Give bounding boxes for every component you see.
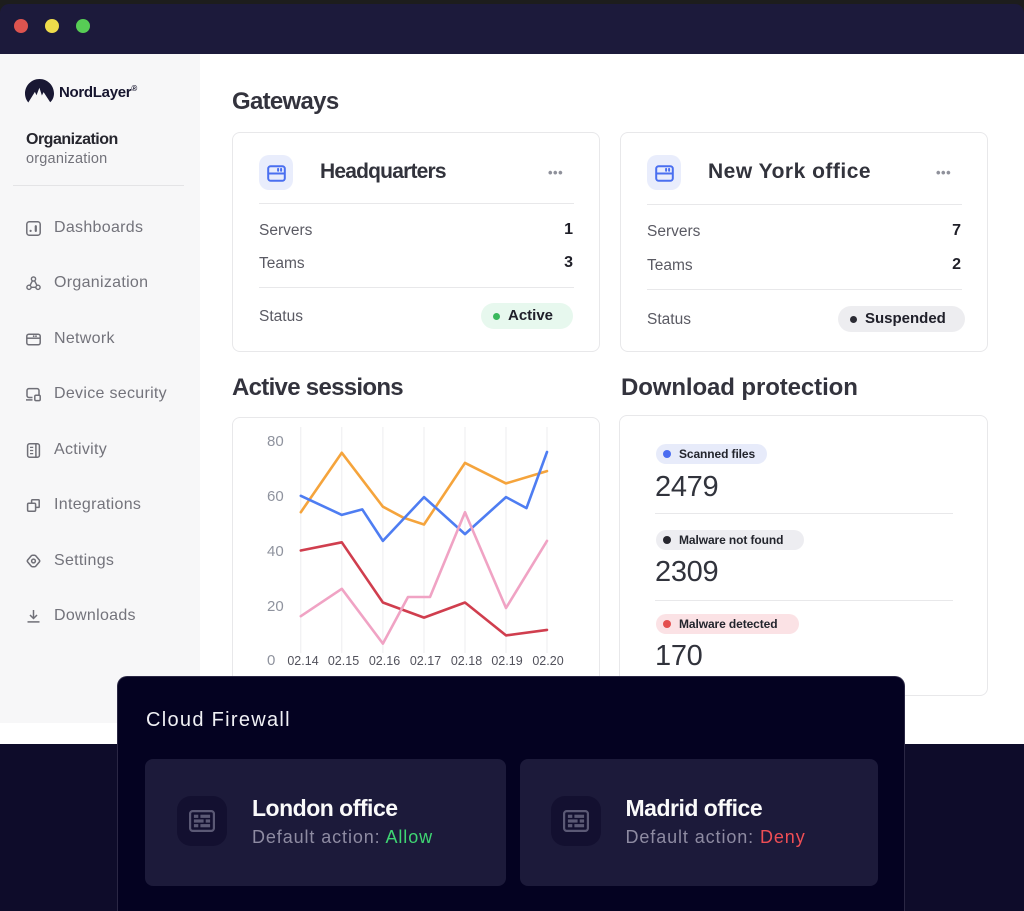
svg-text:0: 0 bbox=[267, 652, 275, 669]
svg-text:02.16: 02.16 bbox=[369, 654, 400, 668]
svg-text:02.14: 02.14 bbox=[287, 654, 318, 668]
svg-text:60: 60 bbox=[267, 488, 284, 505]
svg-text:02.19: 02.19 bbox=[491, 654, 522, 668]
svg-text:02.15: 02.15 bbox=[328, 654, 359, 668]
svg-text:20: 20 bbox=[267, 598, 284, 615]
svg-text:02.17: 02.17 bbox=[410, 654, 441, 668]
svg-text:80: 80 bbox=[267, 433, 284, 450]
svg-text:40: 40 bbox=[267, 543, 284, 560]
svg-text:02.18: 02.18 bbox=[451, 654, 482, 668]
svg-text:02.20: 02.20 bbox=[532, 654, 563, 668]
